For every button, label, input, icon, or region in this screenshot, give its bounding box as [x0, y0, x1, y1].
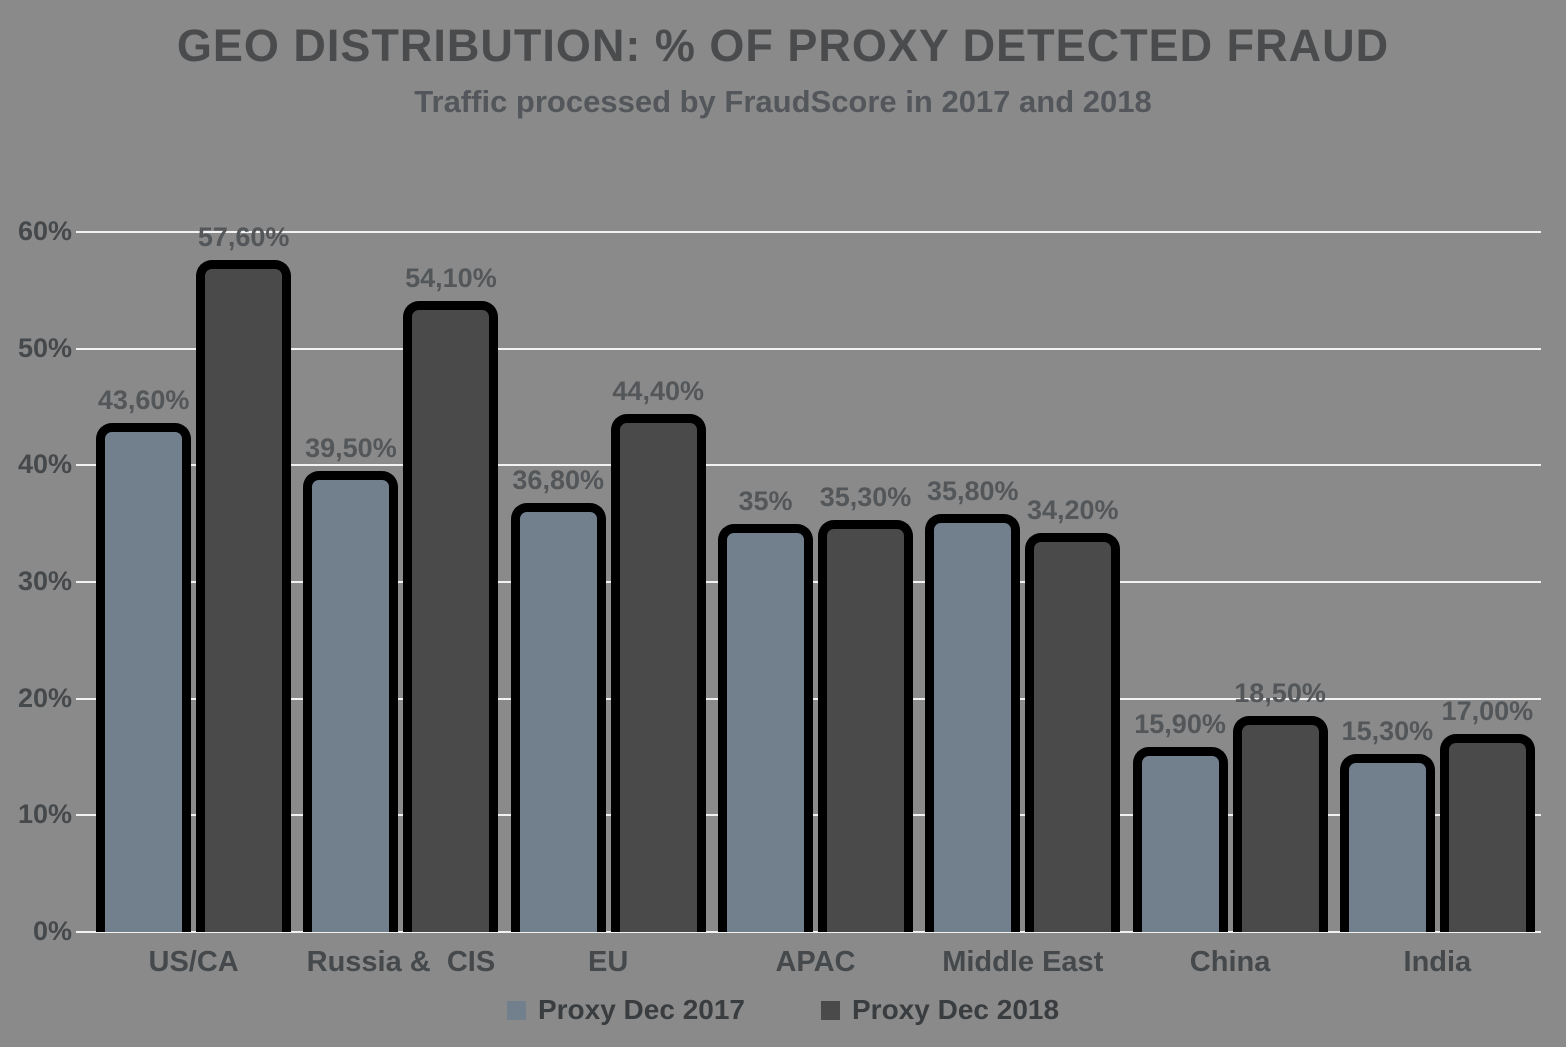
- gridline-30%: [90, 581, 1541, 583]
- bar-proxy-dec-2017-0: [96, 423, 192, 932]
- gridline-10%: [90, 814, 1541, 817]
- data-label-4-0: 35,80%: [926, 476, 1019, 507]
- bar-proxy-dec-2018-4: [1025, 533, 1121, 932]
- bar-proxy-dec-2017-6: [1339, 753, 1435, 932]
- y-tick-label: 40%: [17, 449, 72, 480]
- data-label-4-1: 34,20%: [1026, 495, 1119, 525]
- legend-label-2017: Proxy Dec 2017: [537, 994, 745, 1025]
- y-tick-label: 10%: [17, 799, 72, 830]
- data-label-2-0: 36,80%: [512, 464, 604, 495]
- y-axis-tick: [76, 581, 90, 583]
- x-tick-label-4: Middle East: [942, 946, 1104, 978]
- data-label-3-0: 35%: [738, 485, 793, 516]
- bar-proxy-dec-2018-1: [403, 300, 499, 932]
- gridline-20%: [90, 697, 1541, 700]
- bar-proxy-dec-2017-5: [1132, 746, 1228, 932]
- y-tick-label: 0%: [32, 916, 72, 946]
- x-tick-label-1: Russia & CIS: [306, 946, 496, 978]
- bar-proxy-dec-2017-1: [303, 471, 399, 932]
- data-label-5-1: 18,50%: [1234, 678, 1326, 709]
- y-axis-tick: [76, 347, 90, 350]
- bar-proxy-dec-2017-2: [510, 502, 606, 932]
- y-tick-label: 50%: [17, 332, 72, 363]
- x-tick-label-6: India: [1403, 946, 1472, 978]
- y-axis-tick: [76, 231, 90, 233]
- bar-proxy-dec-2018-2: [610, 414, 706, 932]
- data-label-6-1: 17,00%: [1441, 695, 1534, 726]
- x-tick-label-2: EU: [588, 946, 629, 978]
- y-tick-label: 60%: [17, 216, 72, 246]
- y-tick-label: 30%: [17, 566, 72, 596]
- x-tick-label-0: US/CA: [148, 946, 239, 978]
- data-label-6-0: 15,30%: [1341, 715, 1434, 746]
- gridline-40%: [90, 464, 1541, 467]
- x-tick-label-5: China: [1189, 946, 1271, 978]
- data-label-5-0: 15,90%: [1134, 708, 1226, 739]
- legend: Proxy Dec 2017 Proxy Dec 2018: [0, 994, 1566, 1026]
- bar-proxy-dec-2018-5: [1232, 716, 1328, 932]
- bar-proxy-dec-2018-0: [196, 260, 292, 932]
- legend-item-proxy-dec-2017: Proxy Dec 2017: [506, 994, 745, 1026]
- gridline-60%: [90, 231, 1541, 233]
- y-axis-tick: [76, 464, 90, 467]
- gridline-0%: [90, 931, 1541, 933]
- plot-area: 0% 10% 20% 30% 40% 50% 60% 43,60% 57,60% US/CA 39,…: [18, 216, 1541, 978]
- bar-proxy-dec-2017-4: [925, 514, 1021, 932]
- legend-item-proxy-dec-2018: Proxy Dec 2018: [821, 994, 1059, 1026]
- data-label-2-1: 44,40%: [612, 376, 704, 406]
- gridline-50%: [90, 347, 1541, 350]
- x-tick-label-3: APAC: [775, 946, 856, 978]
- legend-swatch-2018-icon: [821, 1000, 840, 1020]
- y-tick-label: 20%: [17, 682, 72, 713]
- data-label-1-0: 39,50%: [305, 433, 397, 464]
- bar-proxy-dec-2018-3: [818, 520, 913, 932]
- bar-proxy-dec-2018-6: [1439, 733, 1535, 932]
- data-label-3-1: 35,30%: [819, 482, 912, 513]
- y-axis-tick: [76, 814, 90, 817]
- chart-subtitle: Traffic processed by FraudScore in 2017 …: [414, 84, 1152, 119]
- data-label-0-1: 57,60%: [197, 222, 290, 252]
- data-label-0-0: 43,60%: [97, 385, 190, 416]
- chart-title: GEO DISTRIBUTION: % OF PROXY DETECTED FR…: [176, 20, 1390, 71]
- legend-swatch-2017-icon: [506, 1000, 526, 1020]
- bar-proxy-dec-2017-3: [718, 523, 813, 932]
- y-axis-tick: [76, 697, 90, 700]
- legend-label-2018: Proxy Dec 2018: [852, 994, 1060, 1025]
- data-label-1-1: 54,10%: [405, 262, 497, 293]
- y-axis-tick: [76, 931, 90, 933]
